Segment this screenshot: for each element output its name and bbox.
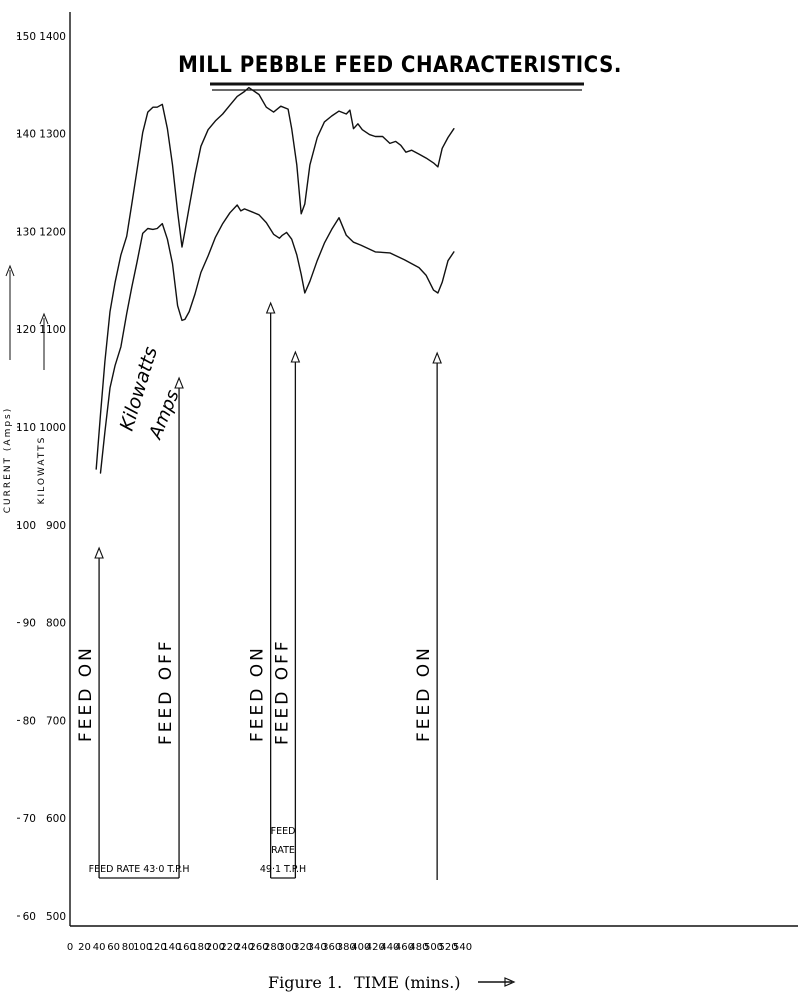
feed-arrowhead (290, 350, 301, 363)
x-tick-label: 340 (308, 942, 327, 953)
y-tick-label-power: 900 (46, 520, 66, 532)
x-tick-label: 500 (424, 942, 443, 953)
feed-rate-text: FEED (271, 826, 296, 837)
feed-label: FEED ON (248, 645, 268, 742)
y-tick-label-power: 1400 (39, 31, 66, 43)
y-tick-label-power: 1100 (39, 324, 66, 336)
x-tick-label: 240 (235, 942, 254, 953)
x-tick-label: 60 (107, 942, 120, 953)
feed-label: FEED OFF (156, 638, 176, 745)
y-tick-label-current: 110 (16, 422, 36, 434)
x-tick-label: 40 (93, 942, 106, 953)
y-axis-title-current: CURRENT (Amps) (3, 407, 13, 514)
feed-label: FEED OFF (272, 638, 292, 745)
axes (69, 12, 798, 927)
feed-arrowhead (432, 351, 442, 364)
x-tick-label: 360 (322, 942, 341, 953)
x-tick-label: 300 (279, 942, 298, 953)
chart-title: MILL PEBBLE FEED CHARACTERISTICS. (178, 53, 622, 78)
y-tick-label-current: 70 (23, 813, 36, 825)
feed-label: FEED ON (76, 645, 96, 742)
feed-rate-text: 49·1 T.P.H (260, 864, 306, 875)
x-tick-label: 80 (122, 942, 135, 953)
x-tick-label: 180 (191, 942, 210, 953)
x-tick-label: 260 (249, 942, 268, 953)
y-tick-labels-power: 500 600 700 800 900 1000 1100 1200 1300 1400 (39, 31, 66, 923)
y-tick-label-current: 60 (23, 911, 36, 923)
y-tick-labels-current: 60 70 80 90 100 110 120 130 140 150 (16, 31, 36, 923)
series-line-amps (99, 204, 455, 474)
y-axis-title-power: KILOWATTS (37, 436, 47, 505)
x-tick-label: 20 (78, 942, 91, 953)
feed-rate-text: RATE (271, 845, 295, 856)
y-tick-label-current: 120 (16, 324, 36, 336)
feed-box-layer: FEED RATE 43·0 T.P.H FEED RATE 49·1 T.P.H (89, 826, 306, 879)
feed-rate-text: FEED RATE 43·0 T.P.H (89, 864, 190, 875)
x-tick-label: 480 (409, 942, 428, 953)
feed-arrowhead (174, 376, 184, 389)
y-power-arrowhead (39, 312, 49, 325)
y-tick-label-current: 80 (23, 715, 36, 727)
x-tick-label: 400 (351, 942, 370, 953)
y-tick-label-current: 90 (23, 618, 36, 630)
y-current-arrowhead (5, 264, 15, 277)
x-tick-label: 420 (366, 942, 385, 953)
x-tick-label: 280 (264, 942, 283, 953)
series-line-kilowatts (95, 86, 455, 470)
y-tick-label-power: 1200 (39, 226, 66, 238)
annotation-layer: FEED ON FEED OFF FEED ON FEED OFF FEED ON (76, 301, 442, 880)
y-tick-label-power: 600 (46, 813, 66, 825)
feed-label: FEED ON (414, 645, 434, 742)
y-tick-label-current: 130 (16, 226, 36, 238)
x-tick-label: 520 (438, 942, 457, 953)
x-axis-arrowhead (504, 977, 516, 987)
x-tick-labels: 0 20 40 60 801001201401601802002202402602803… (67, 942, 472, 953)
y-tick-label-power: 500 (46, 911, 66, 923)
x-tick-label: 540 (453, 942, 472, 953)
y-tick-label-current: 100 (16, 520, 36, 532)
x-tick-label: 140 (162, 942, 181, 953)
x-tick-label: 120 (148, 942, 167, 953)
figure-caption: Figure 1. (268, 973, 342, 992)
feed-arrowhead (265, 301, 276, 314)
x-axis-title: TIME (mins.) (354, 973, 461, 992)
x-tick-label: 160 (177, 942, 196, 953)
y-tick-label-power: 700 (46, 715, 66, 727)
series-layer (95, 86, 455, 474)
x-tick-label: 100 (133, 942, 152, 953)
y-tick-label-current: 150 (16, 31, 36, 43)
y-tick-label-power: 1000 (39, 422, 66, 434)
series-label-amps: Amps (145, 387, 184, 443)
y-tick-label-current: 140 (16, 129, 36, 141)
x-tick-label: 200 (206, 942, 225, 953)
y-tick-label-power: 800 (46, 618, 66, 630)
x-tick-label: 220 (220, 942, 239, 953)
y-tick-label-power: 1300 (39, 129, 66, 141)
feed-arrowhead (94, 546, 104, 559)
x-tick-label: 380 (337, 942, 356, 953)
x-tick-label: 440 (380, 942, 399, 953)
x-tick-label: 0 (67, 942, 73, 953)
x-tick-label: 460 (395, 942, 414, 953)
x-tick-label: 320 (293, 942, 312, 953)
